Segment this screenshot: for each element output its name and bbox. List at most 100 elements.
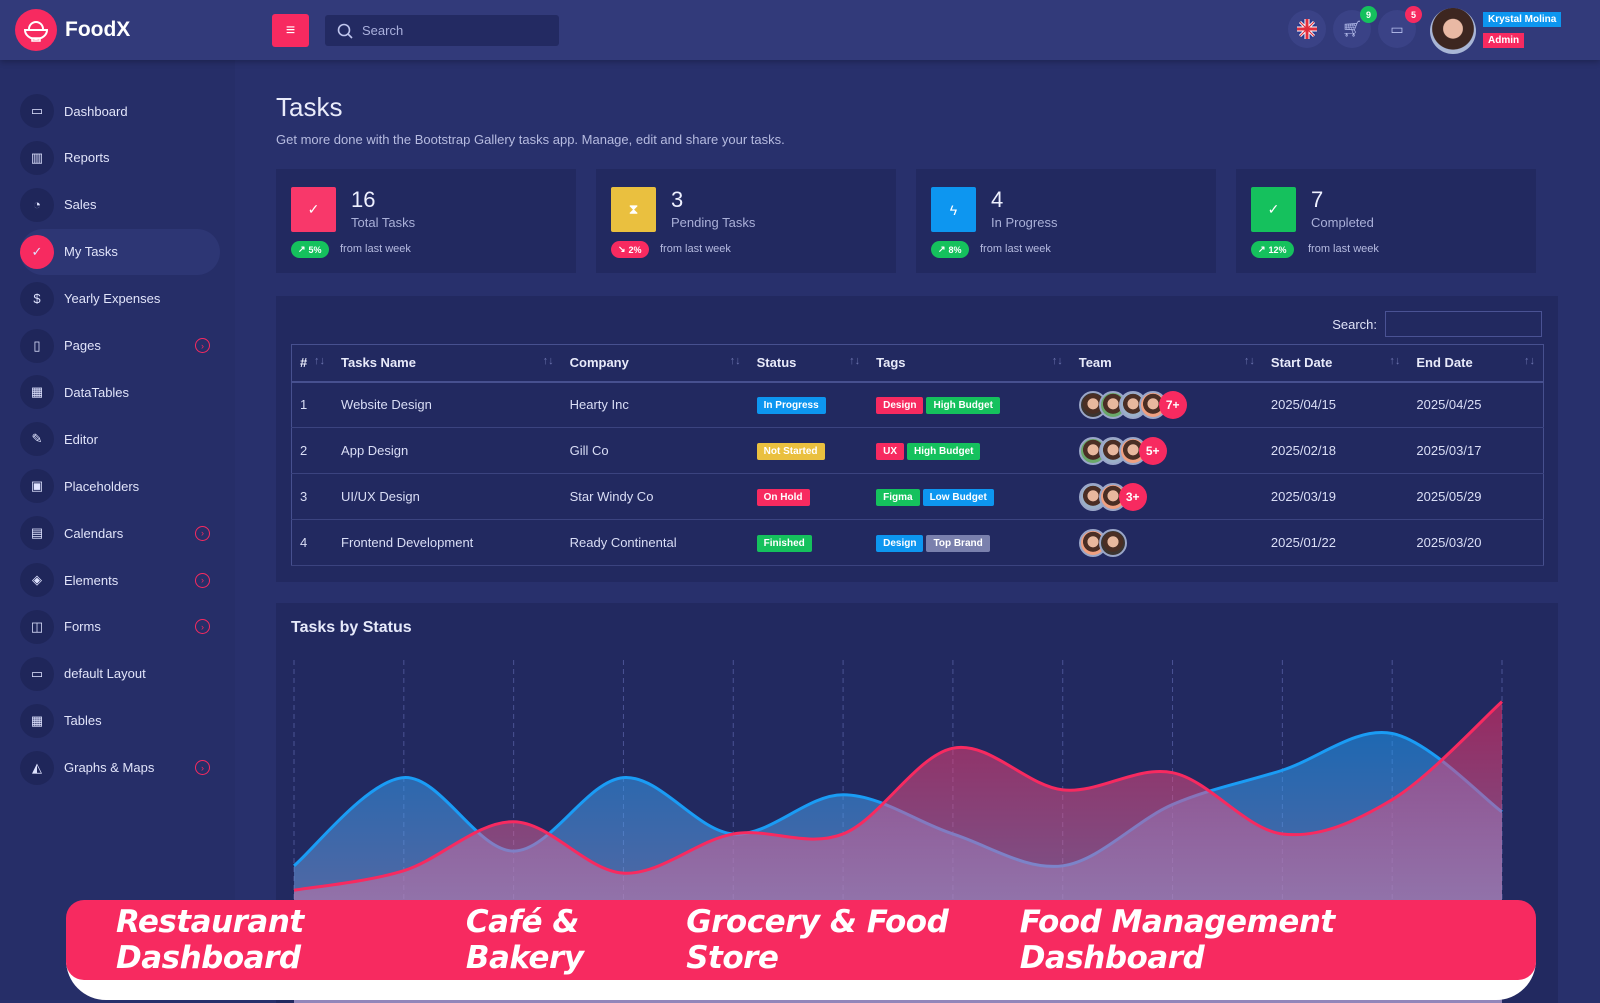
sidebar-item-label: DataTables	[64, 384, 130, 400]
sort-icon[interactable]: ↑↓	[849, 355, 861, 368]
sidebar-item-default-layout[interactable]: ▭ default Layout	[20, 651, 220, 697]
more-members-badge[interactable]: 7+	[1158, 390, 1187, 419]
avatar[interactable]	[1430, 8, 1476, 54]
column-header[interactable]: Tasks Name ↑↓	[333, 344, 562, 383]
tags-cell: Figma Low Budget	[868, 473, 1071, 520]
row-id: 3	[291, 473, 334, 520]
more-members-badge[interactable]: 3+	[1118, 482, 1147, 511]
status-cell: Finished	[748, 519, 869, 566]
stat-label: Pending Tasks	[671, 215, 756, 230]
stat-change: 12%	[1268, 244, 1287, 255]
sidebar-item-label: My Tasks	[64, 244, 118, 260]
top-header: FoodX ≡ 🛒︎ 9 ▭ 5 Krystal Molina Admin	[0, 0, 1600, 60]
hamburger-icon: ≡	[285, 21, 296, 39]
column-header[interactable]: # ↑↓	[291, 344, 334, 383]
messages-button[interactable]: ▭ 5	[1378, 6, 1422, 48]
table-row[interactable]: 1 Website Design Hearty Inc In Progress Desi…	[291, 381, 1545, 428]
task-name: Frontend Development	[333, 519, 562, 566]
language-button[interactable]	[1288, 10, 1326, 48]
check-icon: ✓	[1251, 187, 1296, 232]
stat-label: In Progress	[991, 215, 1058, 230]
more-members-badge[interactable]: 5+	[1138, 436, 1167, 465]
sidebar-item-elements[interactable]: ◈ Elements ›	[20, 557, 220, 603]
sort-icon[interactable]: ↑↓	[542, 355, 554, 368]
sidebar-item-calendars[interactable]: ▤ Calendars ›	[20, 510, 220, 556]
tag-badge: Low Budget	[922, 488, 994, 506]
search-input[interactable]	[362, 23, 542, 38]
avatar[interactable]	[1098, 528, 1127, 557]
chevron-right-icon[interactable]: ›	[195, 619, 210, 635]
tag-badge: Design	[876, 396, 924, 414]
pie-chart-icon: ◔	[20, 187, 54, 222]
sidebar-item-placeholders[interactable]: ▣ Placeholders	[20, 463, 220, 509]
banner-item: Grocery & Food Store	[686, 904, 949, 976]
sidebar-item-label: Reports	[64, 150, 110, 166]
map-icon: ◭	[20, 750, 54, 785]
table-row[interactable]: 2 App Design Gill Co Not Started UX High Budg…	[291, 427, 1545, 474]
column-label: End Date	[1416, 355, 1473, 371]
chevron-right-icon[interactable]: ›	[195, 760, 210, 776]
team-cell: 7+	[1070, 381, 1263, 428]
task-check-icon: ✓	[291, 187, 336, 232]
column-header[interactable]: Tags ↑↓	[868, 344, 1071, 383]
sidebar-item-sales[interactable]: ◔ Sales	[20, 182, 220, 228]
sidebar-item-graphs-maps[interactable]: ◭ Graphs & Maps ›	[20, 745, 220, 791]
cart-button[interactable]: 🛒︎ 9	[1333, 6, 1377, 48]
sidebar-item-datatables[interactable]: ▦ DataTables	[20, 369, 220, 415]
sidebar-item-dashboard[interactable]: ▭ Dashboard	[20, 88, 220, 134]
column-header[interactable]: End Date ↑↓	[1408, 344, 1545, 383]
stat-change-badge: ↘ 2%	[611, 241, 649, 258]
status-cell: In Progress	[748, 381, 869, 428]
uk-flag-icon	[1297, 19, 1317, 39]
sort-icon[interactable]: ↑↓	[1243, 355, 1255, 368]
chevron-right-icon[interactable]: ›	[195, 572, 210, 588]
sidebar-item-forms[interactable]: ◫ Forms ›	[20, 604, 220, 650]
sidebar-item-label: Calendars	[64, 525, 124, 541]
sidebar-item-reports[interactable]: ▥ Reports	[20, 135, 220, 181]
task-name: App Design	[333, 427, 562, 474]
hourglass-icon: ⧗	[611, 187, 656, 232]
sidebar-item-editor[interactable]: ✎ Editor	[20, 416, 220, 462]
stat-card: ✓ 16 Total Tasks ↗ 5% from last week	[276, 169, 576, 273]
sort-icon[interactable]: ↑↓	[1051, 355, 1063, 368]
sort-icon[interactable]: ↑↓	[314, 355, 326, 368]
tag-badge: High Budget	[926, 396, 1000, 414]
table-row[interactable]: 3 UI/UX Design Star Windy Co On Hold Figma Lo…	[291, 473, 1545, 520]
sidebar-item-label: Forms	[64, 619, 101, 635]
table-row[interactable]: 4 Frontend Development Ready Continental Fi…	[291, 519, 1545, 566]
promo-banner: Restaurant Dashboard Café & Bakery Grocery…	[66, 900, 1536, 980]
sidebar-item-yearly-expenses[interactable]: $ Yearly Expenses	[20, 276, 220, 322]
row-id: 2	[291, 427, 334, 474]
sort-icon[interactable]: ↑↓	[1524, 355, 1535, 368]
logo[interactable]: FoodX	[15, 9, 130, 51]
sidebar-item-label: Dashboard	[64, 103, 128, 119]
sidebar-item-tables[interactable]: ▦ Tables	[20, 698, 220, 744]
end-date: 2025/04/25	[1408, 381, 1545, 428]
banner-item: Food Management Dashboard	[1019, 904, 1336, 976]
chevron-right-icon[interactable]: ›	[195, 525, 210, 541]
bowl-logo-icon	[15, 9, 57, 51]
column-header[interactable]: Company ↑↓	[561, 344, 749, 383]
user-role: Admin	[1483, 33, 1525, 48]
sort-icon[interactable]: ↑↓	[729, 355, 741, 368]
chevron-right-icon[interactable]: ›	[195, 338, 210, 353]
table-search-input[interactable]	[1385, 311, 1542, 337]
column-header[interactable]: Team ↑↓	[1070, 344, 1263, 383]
sidebar-item-my-tasks[interactable]: ✓ My Tasks	[20, 228, 220, 275]
menu-toggle-button[interactable]: ≡	[272, 14, 309, 47]
status-badge: Finished	[756, 534, 812, 552]
sort-icon[interactable]: ↑↓	[1389, 355, 1401, 368]
column-header[interactable]: Status ↑↓	[748, 344, 869, 383]
status-badge: On Hold	[756, 488, 810, 506]
sidebar-item-pages[interactable]: ▯ Pages ›	[20, 323, 220, 369]
start-date: 2025/02/18	[1262, 427, 1409, 474]
stat-change-badge: ↗ 8%	[931, 241, 969, 258]
table-search: Search:	[1332, 311, 1542, 337]
task-name: UI/UX Design	[333, 473, 562, 520]
user-name[interactable]: Krystal Molina	[1483, 12, 1562, 27]
header-search[interactable]	[325, 15, 559, 46]
stat-change: 2%	[628, 244, 642, 255]
column-label: Tags	[876, 355, 906, 371]
column-header[interactable]: Start Date ↑↓	[1262, 344, 1409, 383]
stat-note: from last week	[340, 243, 411, 255]
